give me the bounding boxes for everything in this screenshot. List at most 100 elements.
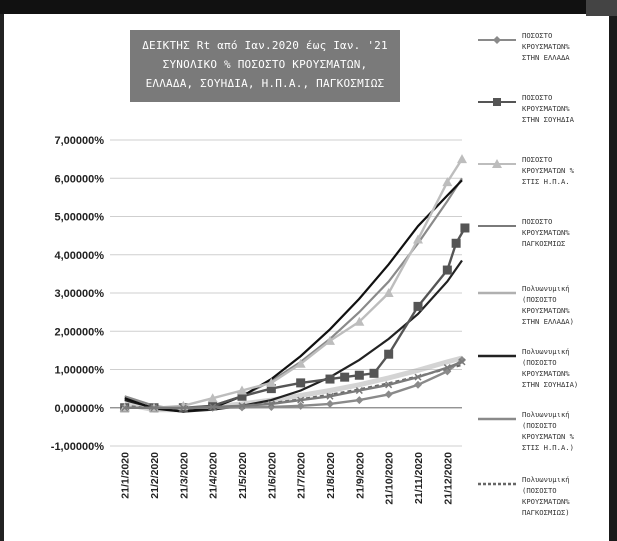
chart-title-box: ΔΕΙΚΤΗΣ Rt από Ιαν.2020 έως Ιαν. '21 ΣΥΝ…	[130, 30, 400, 102]
x-tick-label: 21/4/2020	[208, 452, 220, 499]
top-border	[0, 0, 617, 14]
legend-label: ΚΡΟΥΣΜΑΤΩΝ%	[522, 497, 570, 506]
data-point	[354, 316, 365, 326]
y-tick-label: -1,00000%	[51, 441, 104, 453]
data-point	[369, 368, 379, 378]
y-tick-label: 0,00000%	[54, 403, 104, 415]
data-point	[457, 154, 467, 164]
legend-label: ΣΤΗΝ ΕΛΛΑΔΑ)	[522, 317, 574, 326]
data-point	[340, 372, 350, 382]
data-point	[179, 404, 187, 412]
data-point	[451, 238, 461, 248]
legend-label: (ΠΟΣΟΣΤΟ	[522, 295, 557, 304]
data-point	[354, 370, 364, 380]
legend-label: ΠΟΣΟΣΤΟ	[522, 155, 552, 164]
chart-title-line-2: ΣΥΝΟΛΙΚΟ % ΠΟΣΟΣΤΟ ΚΡΟΥΣΜΑΤΩΝ,	[162, 58, 368, 71]
y-tick-label: 1,00000%	[54, 365, 104, 377]
data-point	[442, 265, 452, 275]
data-point	[237, 385, 247, 395]
data-point	[414, 380, 422, 389]
legend-marker	[493, 36, 501, 44]
legend-label: ΣΤΗΝ ΣΟΥΗΔΙΑ)	[522, 380, 578, 389]
data-point	[383, 288, 394, 297]
legend-label: ΣΤΙΣ Η.Π.Α.	[522, 177, 570, 186]
x-tick-label: 21/11/2020	[413, 452, 425, 504]
x-tick-label: 21/6/2020	[266, 452, 278, 499]
legend-label: (ΠΟΣΟΣΤΟ	[522, 421, 557, 430]
data-point	[267, 400, 275, 408]
data-point	[297, 396, 305, 404]
legend-label: ΚΡΟΥΣΜΑΤΩΝ %	[522, 166, 575, 175]
data-point	[326, 392, 334, 400]
data-point	[355, 396, 364, 405]
data-point	[384, 349, 394, 359]
legend-label: ΚΡΟΥΣΜΑΤΩΝ%	[522, 306, 570, 315]
data-point	[295, 358, 306, 368]
legend-label: ΚΡΟΥΣΜΑΤΩΝ %	[522, 432, 575, 441]
legend-label: Πολυωνυμική	[522, 475, 570, 484]
chart-title-line-3: ΕΛΛΑΔΑ, ΣΟΥΗΔΙΑ, Η.Π.Α., ΠΑΓΚΟΣΜΙΩΣ	[145, 77, 385, 90]
y-tick-label: 5,00000%	[54, 212, 104, 224]
data-point	[326, 399, 334, 408]
data-point	[121, 404, 129, 412]
data-point	[238, 402, 246, 410]
data-point	[207, 393, 218, 403]
data-point	[458, 358, 466, 366]
legend-label: Πολυωνυμική	[522, 284, 570, 293]
y-tick-label: 7,00000%	[54, 135, 104, 147]
legend-label: ΠΑΓΚΟΣΜΙΩΣ	[522, 239, 565, 248]
legend-label: ΣΤΗΝ ΣΟΥΗΔΙΑ	[522, 115, 575, 124]
trendline-5	[124, 259, 463, 413]
legend-label: ΠΟΣΟΣΤΟ	[522, 93, 552, 102]
legend-label: ΣΤΗΝ ΕΛΛΑΔΑ	[522, 53, 570, 62]
x-tick-label: 21/12/2020	[442, 452, 454, 505]
x-tick-label: 21/1/2020	[120, 452, 132, 499]
data-point	[355, 387, 363, 395]
legend-label: ΣΤΙΣ Η.Π.Α.)	[522, 443, 574, 452]
legend-label: ΚΡΟΥΣΜΑΤΩΝ%	[522, 228, 570, 237]
data-point	[413, 234, 423, 244]
data-point	[385, 381, 393, 389]
corner-mark	[586, 0, 617, 16]
x-tick-label: 21/9/2020	[354, 452, 366, 499]
legend-label: (ΠΟΣΟΣΤΟ	[522, 486, 557, 495]
x-tick-label: 21/7/2020	[296, 452, 308, 499]
legend-label: ΠΟΣΟΣΤΟ	[522, 31, 552, 40]
legend-label: ΚΡΟΥΣΜΑΤΩΝ%	[522, 104, 570, 113]
x-tick-label: 21/5/2020	[237, 452, 249, 499]
data-point	[384, 390, 393, 399]
legend-label: Πολυωνυμική	[522, 410, 570, 419]
y-tick-label: 2,00000%	[54, 326, 104, 338]
x-tick-label: 21/3/2020	[178, 452, 190, 499]
left-border	[0, 14, 4, 541]
legend-label: (ΠΟΣΟΣΤΟ	[522, 358, 557, 367]
x-tick-label: 21/10/2020	[384, 452, 396, 505]
data-point	[460, 223, 470, 233]
data-point	[296, 378, 306, 388]
data-point	[413, 301, 423, 311]
data-point	[325, 335, 335, 345]
y-tick-label: 3,00000%	[54, 288, 104, 300]
legend-marker	[492, 159, 502, 168]
data-point	[414, 373, 422, 381]
data-point	[325, 374, 335, 384]
y-tick-label: 6,00000%	[54, 173, 104, 185]
data-point	[237, 391, 247, 401]
chart-title-line-1: ΔΕΙΚΤΗΣ Rt από Ιαν.2020 έως Ιαν. '21	[142, 39, 388, 52]
x-tick-label: 21/2/2020	[149, 452, 161, 499]
legend-label: Πολυωνυμική	[522, 347, 570, 356]
data-point	[266, 384, 276, 394]
legend-label: ΠΟΣΟΣΤΟ	[522, 217, 552, 226]
data-point	[442, 177, 453, 187]
data-point	[150, 404, 158, 412]
x-tick-label: 21/8/2020	[325, 452, 337, 499]
data-point	[209, 403, 217, 411]
data-point	[296, 401, 305, 410]
data-point	[266, 377, 277, 387]
legend-marker	[493, 98, 501, 106]
legend-label: ΚΡΟΥΣΜΑΤΩΝ%	[522, 42, 570, 51]
y-tick-label: 4,00000%	[54, 250, 104, 262]
data-point	[443, 364, 451, 372]
